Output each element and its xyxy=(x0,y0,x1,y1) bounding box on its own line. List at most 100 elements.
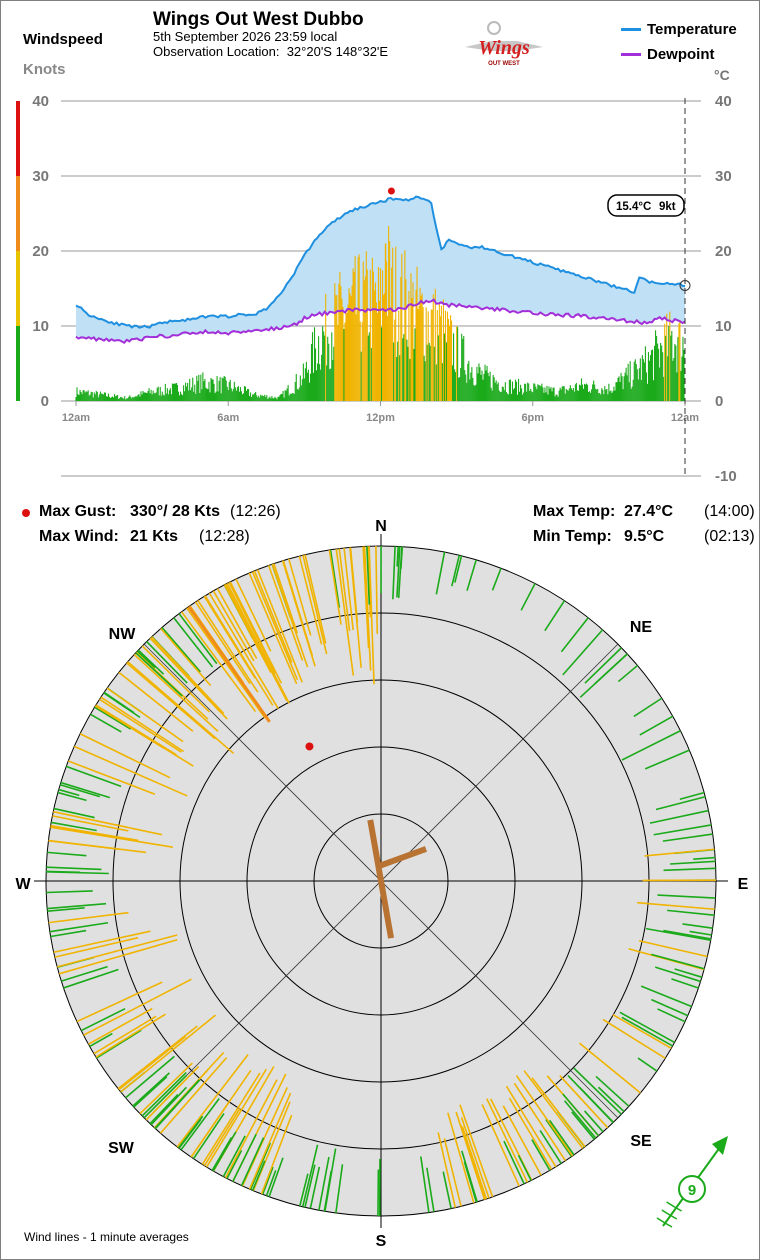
celsius-label: °C xyxy=(714,67,730,83)
wind-line xyxy=(90,713,122,733)
wind-line xyxy=(282,560,314,656)
wind-line xyxy=(203,595,256,679)
wind-line xyxy=(396,546,401,598)
wind-line xyxy=(79,733,171,779)
direction-label-n: N xyxy=(375,518,387,535)
wind-line xyxy=(517,1154,532,1181)
wind-line xyxy=(146,641,188,684)
max-gust-marker xyxy=(387,187,395,195)
y-right-tick: 0 xyxy=(715,393,723,410)
current-temp-text: 15.4°C xyxy=(616,201,651,213)
wind-line xyxy=(571,1111,595,1140)
max-wind-value: 21 Kts xyxy=(130,528,179,545)
y-right-tick: 10 xyxy=(715,318,732,335)
wind-line xyxy=(298,555,323,645)
wind-line xyxy=(491,567,502,591)
wind-line xyxy=(94,705,194,767)
wind-line xyxy=(539,1130,562,1164)
wind-line xyxy=(136,650,156,669)
wind-line xyxy=(602,1018,666,1059)
wind-line xyxy=(89,1032,113,1048)
wind-line xyxy=(513,1082,567,1162)
wind-line xyxy=(125,1055,175,1099)
current-wind-text: 9kt xyxy=(659,201,676,213)
wind-line xyxy=(212,1131,237,1172)
max-gust-label: Max Gust: xyxy=(39,503,117,520)
wind-line xyxy=(59,784,101,798)
wind-line xyxy=(657,1008,686,1023)
wind-line xyxy=(459,1104,494,1198)
wind-line xyxy=(671,978,699,989)
wind-line xyxy=(56,934,178,968)
wind-line xyxy=(396,546,399,567)
wind-line xyxy=(562,629,604,676)
wind-line xyxy=(363,546,372,671)
wind-line xyxy=(545,1118,573,1157)
wind-line xyxy=(212,590,255,662)
wind-line xyxy=(177,1115,204,1149)
wind-line xyxy=(454,555,463,583)
wind-line xyxy=(265,1170,277,1197)
direction-label-e: E xyxy=(738,876,749,893)
wind-line xyxy=(304,554,327,644)
wind-line xyxy=(639,715,674,736)
logo-text: Wings xyxy=(478,37,530,59)
wind-line xyxy=(328,549,342,625)
wind-line xyxy=(621,730,681,761)
current-marker xyxy=(679,280,691,291)
wind-line xyxy=(362,546,370,649)
wind-line xyxy=(126,662,216,740)
wind-line xyxy=(644,848,715,857)
wind-line xyxy=(502,1105,542,1176)
wind-line xyxy=(651,953,705,970)
wind-line xyxy=(229,581,283,684)
arrow-feather xyxy=(656,1217,666,1224)
wind-line xyxy=(248,1092,292,1190)
wind-line xyxy=(204,595,274,706)
wind-line xyxy=(88,1007,153,1045)
wind-line xyxy=(335,1164,344,1214)
wind-line xyxy=(460,1117,490,1199)
wind-line xyxy=(216,588,258,659)
wind-line xyxy=(271,563,309,668)
wind-line xyxy=(151,636,225,715)
max-gust-time: (12:26) xyxy=(230,503,281,520)
wind-line xyxy=(133,1076,168,1108)
wind-line xyxy=(235,578,272,652)
wind-line xyxy=(133,653,219,732)
wind-line xyxy=(94,706,132,730)
wind-line xyxy=(145,1065,200,1121)
logo: Wings OUT WEST xyxy=(463,19,545,71)
max-wind-time: (12:28) xyxy=(199,528,250,545)
wind-line xyxy=(50,824,139,842)
wind-line xyxy=(141,645,210,713)
wind-line xyxy=(486,1098,529,1183)
wind-line xyxy=(392,546,396,600)
current-wind-shaft xyxy=(367,819,395,939)
wind-line xyxy=(223,584,259,648)
y-right-tick: 30 xyxy=(715,168,732,185)
y-right-tick: -10 xyxy=(715,468,737,485)
wind-line xyxy=(261,1166,274,1195)
legend-swatch-temperature xyxy=(621,28,641,31)
wind-line xyxy=(461,1126,488,1200)
wind-line xyxy=(682,923,713,930)
wind-line xyxy=(53,930,151,954)
wind-line xyxy=(197,600,259,693)
y-left-tick: 10 xyxy=(32,318,49,335)
current-wind-barb xyxy=(377,846,428,869)
wind-line xyxy=(176,1054,249,1148)
arrow-feather xyxy=(664,1222,673,1228)
direction-label-sw: SW xyxy=(108,1140,135,1157)
wind-line xyxy=(679,791,705,801)
wind-line xyxy=(120,1014,217,1093)
wind-line xyxy=(100,696,185,753)
wind-line xyxy=(638,939,708,958)
y-left-tick: 20 xyxy=(32,243,49,260)
min-temp-value: 9.5°C xyxy=(624,528,665,545)
wind-line xyxy=(226,583,290,704)
wind-arrow-badge: 9 xyxy=(656,1136,728,1228)
wind-line xyxy=(579,653,628,698)
wind-line xyxy=(226,1150,243,1179)
wind-line xyxy=(46,890,93,894)
